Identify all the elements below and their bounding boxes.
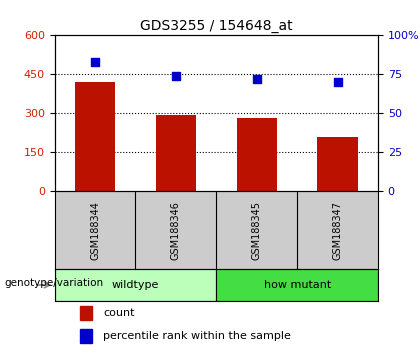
Point (253, 76, 260, 82)
Bar (81, 306, 92, 320)
Bar (75, 82, 115, 191)
Bar (318, 137, 358, 191)
Text: GSM188346: GSM188346 (171, 201, 181, 259)
Text: GSM188347: GSM188347 (333, 201, 343, 259)
Point (334, 79, 341, 85)
Bar (156, 115, 196, 191)
Text: how mutant: how mutant (263, 280, 331, 290)
Point (173, 73, 179, 79)
Point (92, 59, 98, 65)
Text: GSM188344: GSM188344 (90, 201, 100, 259)
Text: GSM188345: GSM188345 (252, 201, 262, 259)
Text: count: count (103, 308, 135, 318)
Text: genotype/variation: genotype/variation (4, 278, 103, 288)
Bar (81, 329, 92, 343)
Bar (236, 119, 277, 191)
Text: wildtype: wildtype (112, 280, 159, 290)
Bar (216, 269, 378, 301)
Bar (55, 269, 216, 301)
Title: GDS3255 / 154648_at: GDS3255 / 154648_at (140, 19, 293, 33)
Text: percentile rank within the sample: percentile rank within the sample (103, 331, 291, 341)
